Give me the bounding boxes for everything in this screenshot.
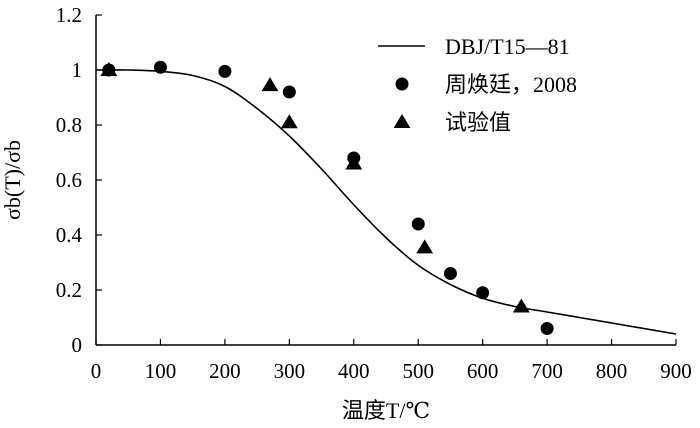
x-tick-label: 600 [467, 359, 499, 383]
x-tick-label: 300 [274, 359, 306, 383]
legend-label: 试验值 [445, 110, 511, 135]
x-tick-label: 700 [531, 359, 563, 383]
data-point-triangle [512, 298, 530, 313]
legend-label: 周焕廷，2008 [445, 72, 577, 97]
y-tick-label: 0.8 [56, 113, 82, 137]
series-line-dbj [96, 69, 677, 335]
data-point-circle [218, 64, 232, 78]
x-tick-label: 500 [402, 359, 434, 383]
x-tick-label: 900 [660, 359, 692, 383]
y-axis-title: σb(T)/σb [0, 140, 25, 220]
data-point-circle [411, 217, 425, 231]
series-layer [96, 60, 677, 335]
data-point-circle [540, 322, 554, 335]
data-point-circle [153, 60, 167, 74]
legend-label: DBJ/T15—81 [445, 34, 570, 59]
data-point-triangle [100, 62, 118, 76]
y-tick-label: 1 [72, 58, 83, 82]
y-ticks: 0 0.2 0.4 0.6 0.8 1 1.2 [56, 3, 102, 357]
data-point-triangle [416, 239, 434, 254]
x-tick-label: 400 [338, 359, 370, 383]
y-tick-label: 0.2 [56, 278, 82, 302]
y-tick-label: 0.4 [56, 223, 83, 247]
data-point-triangle [261, 77, 279, 92]
x-ticks: 0 100 200 300 400 500 600 700 800 900 [91, 339, 692, 383]
y-tick-label: 0.6 [56, 168, 82, 192]
x-tick-label: 200 [209, 359, 241, 383]
data-point-circle [476, 286, 490, 300]
axes [95, 15, 676, 346]
x-tick-label: 100 [145, 359, 177, 383]
y-tick-label: 0 [72, 333, 83, 357]
x-axis-title: 温度T/℃ [342, 398, 430, 423]
data-point-circle [282, 85, 296, 99]
legend-circle-swatch [395, 77, 409, 91]
y-tick-label: 1.2 [56, 3, 82, 27]
data-point-triangle [280, 114, 298, 129]
data-point-circle [443, 267, 457, 280]
legend-triangle-swatch [393, 114, 411, 128]
x-tick-label: 800 [596, 359, 628, 383]
legend: DBJ/T15—81 周焕廷，2008 试验值 [378, 34, 577, 135]
data-point-triangle [345, 155, 363, 170]
x-tick-label: 0 [91, 359, 102, 383]
